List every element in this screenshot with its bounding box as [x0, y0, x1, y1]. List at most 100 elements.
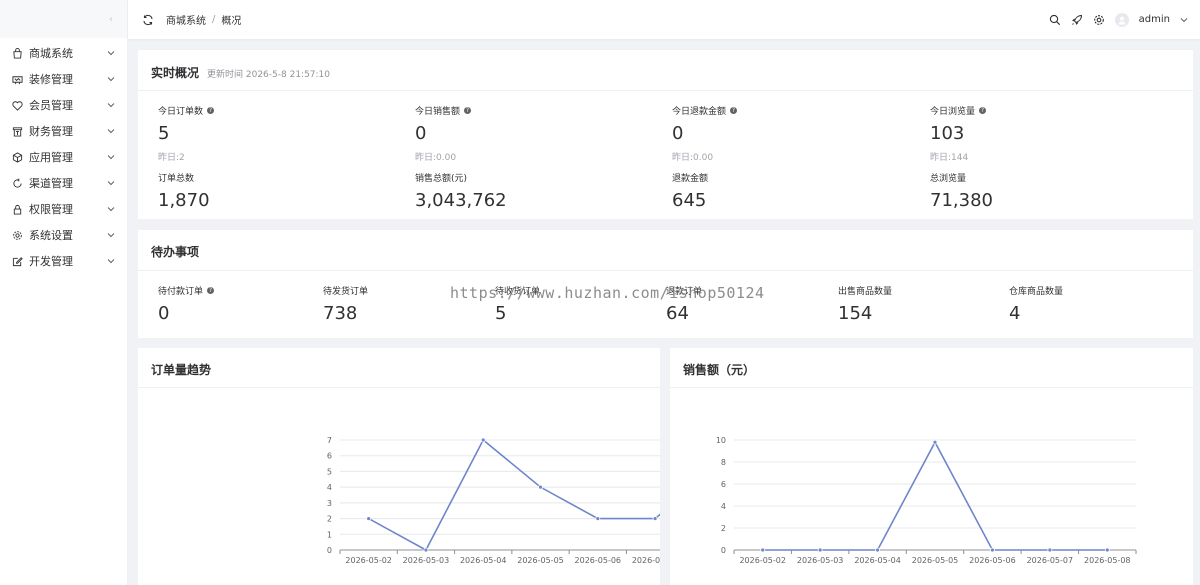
todo-label: 待付款订单 — [158, 287, 204, 297]
help-icon[interactable]: ? — [979, 107, 987, 114]
divider — [138, 387, 660, 388]
todo-value: 5 — [495, 303, 507, 324]
chevron-down-icon[interactable] — [1180, 16, 1188, 24]
stat-value: 5 — [158, 123, 170, 144]
sidebar-item-label: 装修管理 — [29, 73, 73, 86]
help-icon[interactable]: ? — [464, 107, 472, 114]
stat-value: 645 — [672, 190, 707, 211]
divider — [138, 90, 1193, 91]
header-actions: admin — [1049, 12, 1188, 27]
stat-value: 0 — [415, 123, 427, 144]
data-point — [652, 516, 658, 521]
divider — [138, 270, 1193, 271]
channel-icon — [12, 178, 23, 189]
x-tick-label: 2026-05-05 — [912, 556, 959, 565]
todo-item-pending-payment[interactable]: 待付款订单? 0 — [158, 284, 215, 324]
sales-card: 销售额（元） 0 2 4 6 8 10 2026-05-02 2026-05-03 2026-0… — [670, 348, 1193, 585]
realtime-title: 实时概况 — [151, 66, 200, 80]
todo-item-pending-receipt[interactable]: 待收货订单 5 — [495, 284, 540, 324]
stat-label: 退款金额 — [672, 174, 709, 184]
todo-item-warehouse[interactable]: 仓库商品数量 4 — [1009, 284, 1063, 324]
data-point — [760, 547, 766, 553]
todo-label: 仓库商品数量 — [1009, 287, 1064, 297]
stat-yesterday: 昨日:144 — [930, 153, 969, 163]
data-point — [932, 439, 938, 445]
data-point — [875, 547, 880, 553]
sidebar-item-dev[interactable]: 开发管理 — [0, 248, 127, 274]
stat-value: 71,380 — [930, 190, 993, 211]
todo-value: 738 — [323, 303, 358, 324]
x-tick-label: 2026-05-08 — [1084, 556, 1131, 565]
breadcrumb-current: 概况 — [221, 16, 242, 27]
watermark-text: https://www.huzhan.com/ishop50124 — [450, 284, 765, 302]
data-point — [1104, 547, 1110, 553]
breadcrumb-item[interactable]: 商城系统 — [166, 16, 206, 27]
sidebar-item-finance[interactable]: 财务管理 — [0, 118, 127, 144]
chevron-down-icon — [107, 257, 115, 265]
stat-total-sales: 销售总额(元) 3,043,762 — [415, 171, 507, 211]
help-icon[interactable]: ? — [207, 107, 215, 114]
stat-total-views: 总浏览量 71,380 — [930, 171, 993, 211]
y-tick-label: 2 — [327, 515, 332, 524]
data-point — [423, 547, 429, 553]
x-tick-label: 2026-05-05 — [517, 556, 564, 565]
y-tick-label: 8 — [721, 458, 726, 467]
top-header: 商城系统 / 概况 admin — [128, 0, 1200, 39]
help-icon[interactable]: ? — [207, 287, 215, 294]
avatar[interactable] — [1114, 12, 1129, 27]
y-tick-label: 5 — [327, 467, 332, 476]
chevron-down-icon — [107, 231, 115, 239]
shop-icon — [12, 47, 23, 59]
sidebar-item-settings[interactable]: 系统设置 — [0, 222, 127, 248]
sidebar-item-decoration[interactable]: 装修管理 — [0, 66, 127, 92]
todo-label: 待收货订单 — [495, 287, 541, 297]
stat-label: 销售总额(元) — [415, 174, 468, 184]
x-tick-label: 2026-05-02 — [345, 556, 392, 565]
sidebar-menu: 商城系统 装修管理 会员管理 财务管理 应用管理 渠道管理 — [0, 40, 127, 274]
todo-item-refund-orders[interactable]: 退款订单 64 — [666, 284, 702, 324]
logo-chevron-icon[interactable]: ‹ — [109, 13, 113, 25]
sidebar-item-channel[interactable]: 渠道管理 — [0, 170, 127, 196]
help-icon[interactable]: ? — [730, 107, 738, 114]
todo-item-on-sale[interactable]: 出售商品数量 154 — [838, 284, 892, 324]
chevron-down-icon — [107, 179, 115, 187]
chart-title: 销售额（元） — [683, 363, 756, 377]
username[interactable]: admin — [1138, 14, 1170, 25]
sidebar-item-app[interactable]: 应用管理 — [0, 144, 127, 170]
sidebar-item-shop-system[interactable]: 商城系统 — [0, 40, 127, 66]
order-trend-chart: 0 1 2 3 4 5 6 7 2026-05-02 2026-05-03 2026-05-04 20… — [327, 436, 660, 565]
stat-today-refund: 今日退款金额? 0 昨日:0.00 — [672, 104, 738, 163]
data-point — [538, 484, 543, 490]
sidebar-item-permission[interactable]: 权限管理 — [0, 196, 127, 222]
stat-label: 总浏览量 — [930, 174, 967, 184]
lock-icon — [12, 204, 23, 215]
y-tick-label: 0 — [721, 546, 726, 555]
sidebar-item-label: 渠道管理 — [29, 177, 73, 190]
y-tick-label: 6 — [327, 452, 332, 461]
rocket-icon[interactable] — [1071, 14, 1083, 26]
stat-value: 1,870 — [158, 190, 210, 211]
todo-item-pending-shipment[interactable]: 待发货订单 738 — [323, 284, 368, 324]
stat-today-sales: 今日销售额? 0 昨日:0.00 — [415, 104, 472, 163]
chevron-down-icon — [107, 153, 115, 161]
sidebar: ‹ 商城系统 装修管理 会员管理 财务管理 应用管理 — [0, 0, 128, 585]
sidebar-item-member[interactable]: 会员管理 — [0, 92, 127, 118]
chevron-down-icon — [107, 127, 115, 135]
y-tick-label: 7 — [327, 436, 332, 445]
breadcrumb: 商城系统 / 概况 — [166, 12, 241, 27]
y-tick-label: 10 — [716, 436, 726, 445]
sidebar-item-label: 开发管理 — [29, 255, 73, 268]
y-tick-label: 0 — [327, 546, 332, 555]
settings-gear-icon[interactable] — [1093, 14, 1105, 26]
todo-value: 64 — [666, 303, 689, 324]
y-tick-label: 4 — [721, 502, 726, 511]
stat-label: 今日退款金额 — [672, 107, 727, 117]
y-tick-label: 3 — [327, 499, 332, 508]
data-point — [990, 547, 995, 553]
stat-label: 今日浏览量 — [930, 107, 976, 117]
sales-chart: 0 2 4 6 8 10 2026-05-02 2026-05-03 2026-05-04 202… — [716, 436, 1137, 565]
series-line — [368, 438, 660, 552]
refresh-icon[interactable] — [142, 14, 154, 26]
y-tick-label: 6 — [721, 480, 726, 489]
search-icon[interactable] — [1049, 14, 1061, 26]
